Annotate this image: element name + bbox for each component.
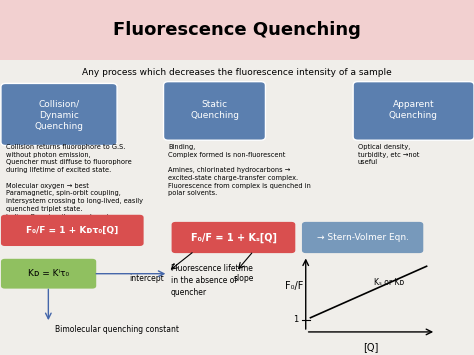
FancyBboxPatch shape — [0, 0, 474, 60]
Text: intercept: intercept — [129, 274, 164, 283]
Text: 1: 1 — [293, 315, 299, 324]
Text: Bimolecular quenching constant: Bimolecular quenching constant — [55, 325, 179, 334]
Text: Kᴅ = Kⁱτ₀: Kᴅ = Kⁱτ₀ — [28, 269, 69, 278]
FancyBboxPatch shape — [353, 82, 474, 140]
Text: Binding,
Complex formed is non-fluorescent

Amines, chlorinated hydrocarbons →
e: Binding, Complex formed is non-fluoresce… — [168, 144, 311, 196]
FancyBboxPatch shape — [302, 222, 423, 253]
FancyBboxPatch shape — [1, 259, 96, 289]
Text: F₀/F = 1 + Kₛ[Q]: F₀/F = 1 + Kₛ[Q] — [191, 233, 277, 242]
Text: slope: slope — [234, 274, 254, 283]
FancyBboxPatch shape — [172, 222, 295, 253]
Text: Static
Quenching: Static Quenching — [190, 100, 239, 120]
Text: Collision returns fluorophore to G.S.
without photon emission,
Quencher must dif: Collision returns fluorophore to G.S. wi… — [6, 144, 143, 220]
Text: Fluorescence Quenching: Fluorescence Quenching — [113, 21, 361, 39]
Text: [Q]: [Q] — [363, 343, 379, 353]
Text: Optical density,
turbidity, etc →not
useful: Optical density, turbidity, etc →not use… — [358, 144, 419, 165]
FancyBboxPatch shape — [1, 83, 117, 146]
Text: Collision/
Dynamic
Quenching: Collision/ Dynamic Quenching — [34, 100, 83, 131]
Text: Apparent
Quenching: Apparent Quenching — [389, 100, 438, 120]
Text: Kₛ or Kᴅ: Kₛ or Kᴅ — [374, 278, 405, 287]
FancyBboxPatch shape — [164, 82, 265, 140]
FancyBboxPatch shape — [1, 215, 144, 246]
Text: F₀/F: F₀/F — [285, 281, 303, 291]
Text: Any process which decreases the fluorescence intensity of a sample: Any process which decreases the fluoresc… — [82, 68, 392, 77]
Text: F₀/F = 1 + Kᴅτ₀[Q]: F₀/F = 1 + Kᴅτ₀[Q] — [26, 226, 118, 235]
Text: → Stern-Volmer Eqn.: → Stern-Volmer Eqn. — [317, 233, 409, 242]
Text: Fluorescence lifetime
in the absence of
quencher: Fluorescence lifetime in the absence of … — [171, 264, 253, 297]
